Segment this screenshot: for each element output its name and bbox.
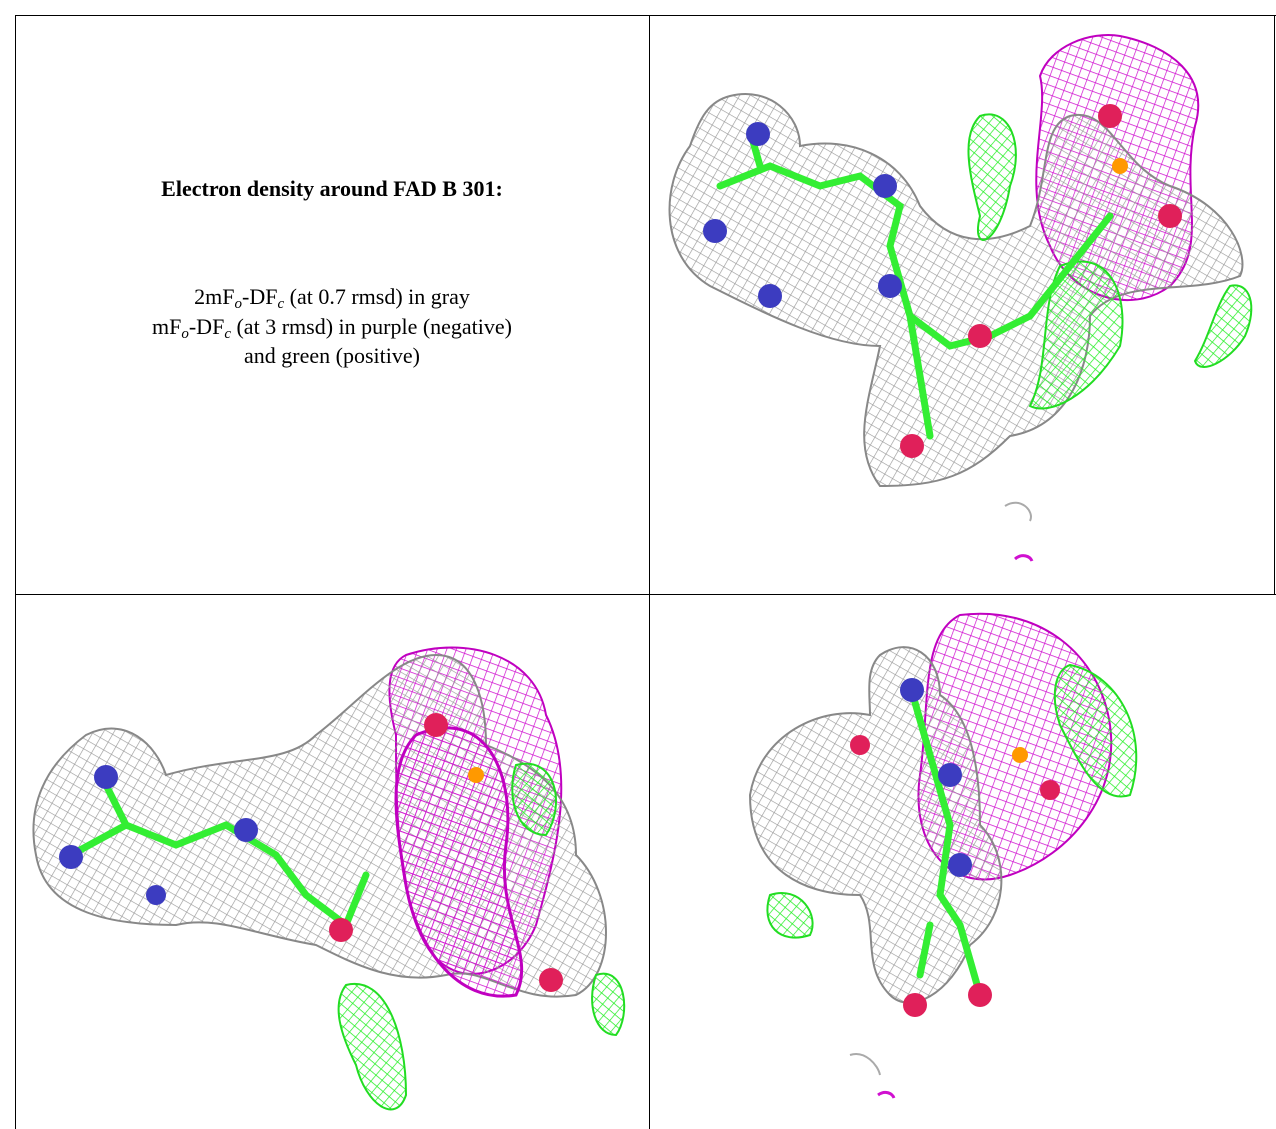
mesh-shape: [873, 174, 897, 198]
mesh-shape: [468, 767, 484, 783]
mesh-shape: [849, 1053, 881, 1076]
legend-text: 2mF: [194, 284, 235, 309]
mesh-shape: [938, 763, 962, 787]
table-border-right: [1274, 15, 1275, 595]
mesh-shape: [900, 678, 924, 702]
mesh-shape: [1014, 554, 1034, 562]
legend-text: -DF: [188, 313, 225, 339]
mesh-shape: [591, 972, 626, 1037]
legend-line: mFo-DFc (at 3 rmsd) in purple (negative): [15, 312, 649, 342]
mesh-shape: [146, 885, 166, 905]
mesh-shape: [746, 122, 770, 146]
mesh-shape: [1112, 158, 1128, 174]
figure-legend: 2mFo-DFc (at 0.7 rmsd) in gray mFo-DFc (…: [15, 282, 649, 371]
mesh-shape: [968, 324, 992, 348]
legend-subscript: o: [234, 296, 243, 312]
mesh-shape: [900, 434, 924, 458]
legend-text: (at 3 rmsd) in purple (negative): [230, 313, 512, 339]
mesh-shape: [1028, 260, 1124, 410]
mesh-shape: [1193, 284, 1253, 368]
legend-text: -DF: [242, 284, 278, 309]
table-border-left: [15, 15, 16, 1129]
mesh-shape: [1012, 747, 1028, 763]
density-image: [668, 34, 1253, 562]
mesh-shape: [94, 765, 118, 789]
legend-subscript: c: [224, 325, 231, 342]
mesh-shape: [758, 284, 782, 308]
mesh-shape: [1053, 663, 1138, 798]
mesh-shape: [948, 853, 972, 877]
table-divider-horizontal: [15, 594, 1276, 595]
mesh-shape: [906, 681, 984, 999]
mesh-shape: [878, 274, 902, 298]
mesh-shape: [394, 726, 524, 998]
mesh-shape: [424, 713, 448, 737]
mesh-shape: [1098, 104, 1122, 128]
mesh-shape: [1158, 204, 1182, 228]
legend-text: (at 0.7 rmsd) in gray: [284, 284, 470, 309]
mesh-shape: [511, 762, 557, 837]
mesh-shape: [766, 892, 814, 939]
legend-text: mF: [152, 313, 182, 339]
mesh-shape: [968, 983, 992, 1007]
mesh-shape: [539, 968, 563, 992]
legend-subscript: o: [181, 325, 189, 342]
mesh-shape: [59, 845, 83, 869]
legend-line: 2mFo-DFc (at 0.7 rmsd) in gray: [15, 282, 649, 312]
figure-heading: Electron density around FAD B 301:: [161, 176, 503, 201]
mesh-shape: [903, 993, 927, 1017]
mesh-shape: [1040, 780, 1060, 800]
mesh-shape: [850, 735, 870, 755]
mesh-shape: [1004, 501, 1032, 522]
mesh-shape: [337, 982, 408, 1111]
table-border-top: [15, 15, 1276, 16]
mesh-shape: [967, 113, 1017, 241]
mesh-shape: [877, 1090, 896, 1099]
table-divider-vertical: [649, 15, 650, 1129]
mesh-shape: [329, 918, 353, 942]
mesh-shape: [748, 646, 1003, 1004]
density-image: [748, 612, 1138, 1099]
legend-text: and green (positive): [244, 343, 420, 368]
legend-line: and green (positive): [15, 341, 649, 371]
legend-subscript: c: [277, 296, 285, 312]
mesh-shape: [668, 93, 1244, 488]
mesh-shape: [703, 219, 727, 243]
mesh-shape: [234, 818, 258, 842]
density-image: [32, 646, 626, 1111]
